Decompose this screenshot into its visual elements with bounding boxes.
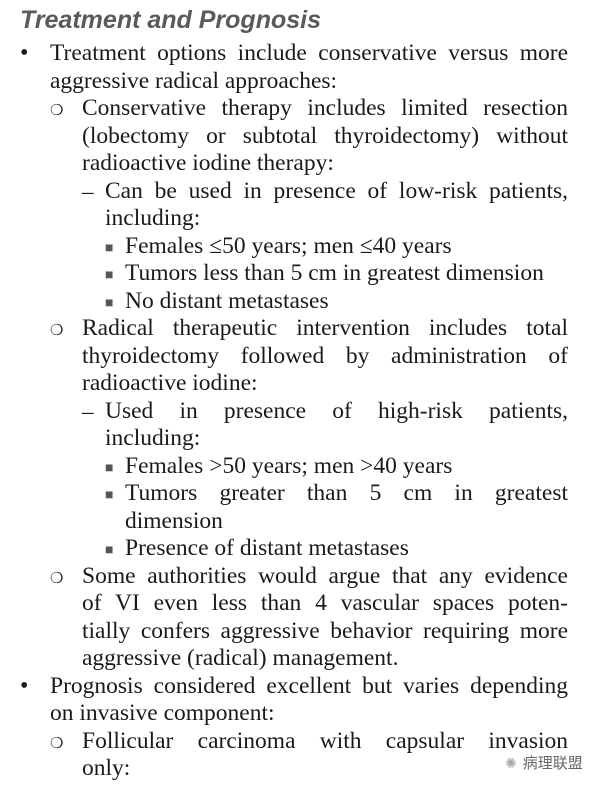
text-line: Used in presence of high-risk patients, (105, 397, 568, 424)
text-line: radioactive iodine: (82, 370, 258, 396)
list-item-level-4: ■ Tumors less than 5 cm in greatest dimen… (0, 260, 614, 288)
text-line: aggressive (radical) management. (82, 645, 399, 671)
wechat-icon: ✺ (505, 756, 517, 772)
bullet-marker: ❍ (50, 570, 64, 587)
text-line: on invasive component: (50, 700, 275, 726)
bullet-marker: ■ (105, 460, 114, 476)
list-item-level-2: ❍ Radical therapeutic intervention includ… (0, 315, 614, 398)
list-item-level-4: ■ Presence of distant metastases (0, 535, 614, 563)
text-line: Some authorities would argue that any ev… (82, 562, 568, 589)
watermark: ✺ 病理联盟 (505, 752, 583, 773)
list-item-level-2: ❍ Follicular carcinoma with capsular inva… (0, 728, 614, 783)
watermark-text: 病理联盟 (522, 754, 583, 772)
bullet-marker: ❍ (50, 323, 64, 339)
list-item-level-4: ■ No distant metastases (0, 288, 614, 316)
list-item-level-2: ❍ Conservative therapy includes limited r… (0, 95, 614, 178)
bullet-marker: • (20, 40, 29, 66)
text-line: only: (82, 755, 131, 781)
text-line: Females >50 years; men >40 years (125, 452, 453, 479)
section-title: Treatment and Prognosis (20, 6, 321, 34)
text-line: including: (105, 205, 201, 231)
bullet-marker: ❍ (50, 103, 64, 119)
list-item-level-3: – Used in presence of high-risk patients,… (0, 398, 614, 453)
bullet-list: • Treatment options include conservative … (0, 40, 614, 783)
text-line: dimension (125, 507, 223, 534)
list-item-level-1: • Treatment options include conservative … (0, 40, 614, 95)
bullet-marker: ❍ (50, 735, 64, 752)
text-line: Radical therapeutic intervention include… (82, 315, 568, 341)
bullet-marker: ■ (105, 295, 114, 311)
bullet-marker: ■ (105, 488, 114, 503)
text-line: Conservative therapy includes limited re… (82, 95, 568, 121)
text-line: Tumors greater than 5 cm in greatest (125, 480, 568, 506)
bullet-marker: – (82, 398, 94, 424)
text-line: radioactive iodine therapy: (82, 150, 334, 176)
bullet-marker: ■ (105, 240, 114, 256)
list-item-level-4: ■ Females >50 years; men >40 years (0, 453, 614, 481)
list-item-level-1: • Prognosis considered excellent but vari… (0, 673, 614, 728)
text-line: including: (105, 425, 201, 451)
text-line: aggressive radical approaches: (50, 67, 338, 94)
text-line: tially confers aggressive behavior requi… (82, 617, 568, 644)
text-line: thyroidectomy followed by administration… (82, 342, 568, 369)
text-line: Follicular carcinoma with capsular invas… (82, 727, 568, 754)
text-line: of VI even less than 4 vascular spaces p… (82, 590, 568, 616)
bullet-marker: • (20, 672, 29, 699)
list-item-level-3: – Can be used in presence of low-risk pat… (0, 178, 614, 233)
text-line: Can be used in presence of low-risk pati… (105, 177, 568, 204)
list-item-level-4: ■ Females ≤50 years; men ≤40 years (0, 233, 614, 261)
text-line: Presence of distant metastases (125, 535, 409, 561)
text-line: Treatment options include conservative v… (50, 40, 568, 66)
list-item-level-4: ■ Tumors greater than 5 cm in greatest dim… (0, 480, 614, 535)
bullet-marker: ■ (105, 268, 114, 283)
text-line: Prognosis considered excellent but varie… (50, 672, 568, 699)
text-line: Tumors less than 5 cm in greatest dimens… (125, 260, 544, 286)
bullet-marker: ■ (105, 543, 114, 558)
text-line: (lobectomy or subtotal thyroidectomy) wi… (82, 122, 568, 149)
text-line: Females ≤50 years; men ≤40 years (125, 232, 452, 259)
text-line: No distant metastases (125, 287, 329, 314)
list-item-level-2: ❍ Some authorities would argue that any e… (0, 563, 614, 673)
bullet-marker: – (82, 178, 94, 204)
